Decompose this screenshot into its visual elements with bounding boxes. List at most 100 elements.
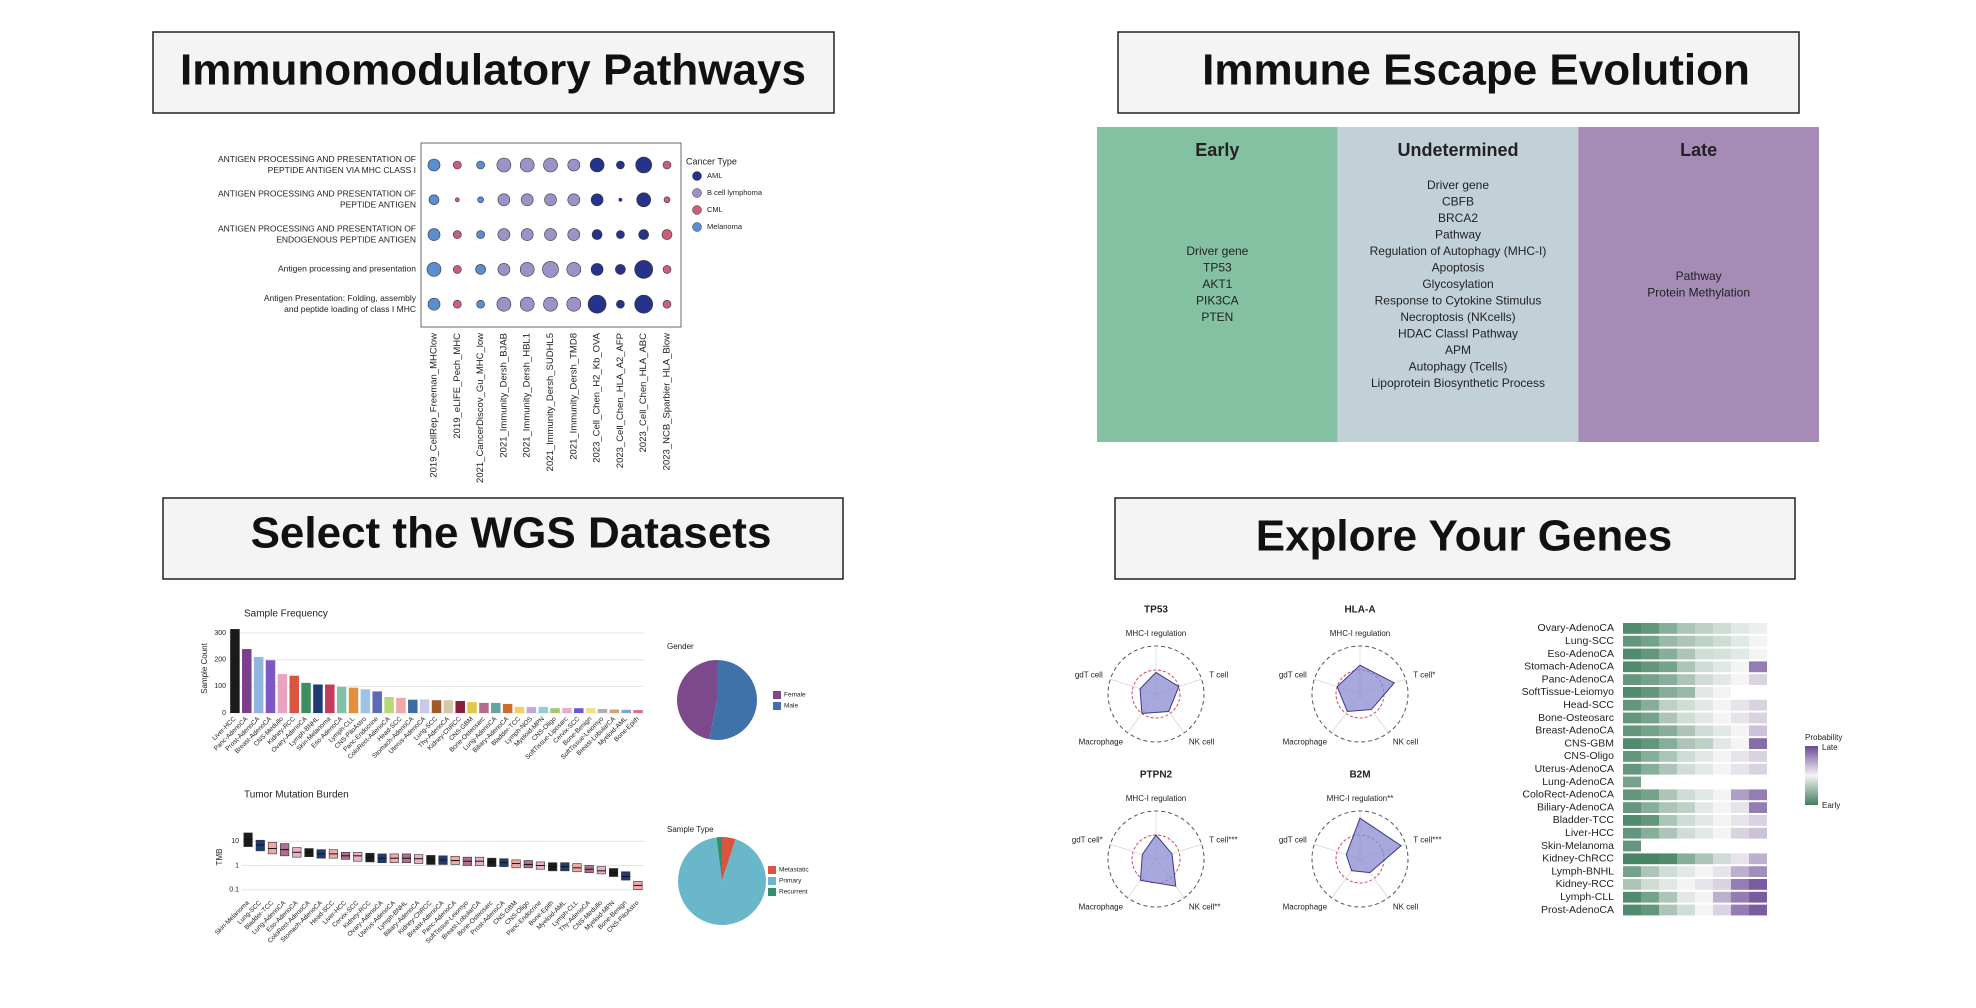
heatmap-cell: [1749, 635, 1767, 647]
bar: [408, 699, 418, 713]
heatmap-cell: [1749, 648, 1767, 660]
column-item: CBFB: [1442, 195, 1474, 209]
dot: [662, 299, 672, 309]
dataset-label: 2023_Cell_Chen_HLA_ABC: [638, 333, 649, 452]
bar: [585, 707, 596, 713]
heatmap-cell: [1659, 827, 1677, 839]
dot: [616, 230, 625, 239]
title-box: [152, 31, 835, 114]
dot: [542, 261, 559, 278]
radar-axis-label: NK cell**: [1189, 903, 1221, 912]
heatmap-cell: [1695, 725, 1713, 737]
chart-title: Tumor Mutation Burden: [244, 790, 349, 801]
radar-area: [1336, 664, 1396, 713]
bar: [265, 660, 276, 713]
heatmap-cell: [1659, 763, 1677, 775]
heatmap-cell: [1677, 712, 1695, 724]
heatmap-cell: [1695, 815, 1713, 826]
radar-axis-label: Macrophage: [1283, 738, 1328, 747]
heatmap-cell: [1677, 738, 1695, 749]
bar: [538, 706, 548, 713]
column-item: Glycosylation: [1422, 277, 1493, 291]
heatmap-cell: [1623, 802, 1641, 813]
heatmap-cell: [1623, 879, 1641, 890]
heatmap-cell: [1659, 738, 1677, 749]
pie-slice: [676, 660, 717, 740]
dot: [662, 160, 672, 170]
panel-title: Immunomodulatory Pathways: [180, 46, 806, 95]
heatmap-cell: [1713, 687, 1731, 698]
radar-axis-label: T cell*: [1413, 671, 1435, 680]
legend-dot: [692, 205, 702, 215]
dataset-label: 2023_NCB_Sparbier_HLA_Blow: [662, 333, 673, 470]
radar-area: [1139, 834, 1177, 887]
heatmap-cell: [1749, 751, 1767, 762]
bar: [230, 629, 240, 713]
heatmap-cell: [1641, 789, 1659, 801]
dot: [616, 160, 625, 170]
evolution-column: [1578, 127, 1819, 442]
pathway-label: and peptide loading of class I MHC: [284, 304, 416, 314]
heatmap-cell: [1695, 635, 1713, 647]
heatmap-cell: [1731, 751, 1749, 762]
heatmap-cell: [1749, 699, 1767, 711]
panel-title: Explore Your Genes: [1256, 512, 1673, 561]
y-tick-label: 300: [214, 630, 226, 637]
column-header: Undetermined: [1397, 140, 1518, 160]
heatmap-cell: [1695, 751, 1713, 762]
heatmap-cell: [1659, 674, 1677, 685]
heatmap-cell: [1623, 904, 1641, 916]
bar: [479, 702, 489, 713]
dot: [662, 265, 672, 274]
bar: [597, 709, 608, 713]
radar-axis-label: MHC-I regulation**: [1327, 794, 1394, 803]
gene-title: PTPN2: [1140, 770, 1173, 781]
heatmap-cell: [1677, 674, 1695, 685]
bar: [384, 697, 394, 713]
column-item: BRCA2: [1438, 211, 1478, 225]
heatmap-cell: [1713, 904, 1731, 916]
heatmap-cell: [1623, 699, 1641, 711]
dot: [452, 265, 462, 274]
radar-axis-label: MHC-I regulation: [1126, 794, 1186, 803]
title-box: [162, 497, 844, 580]
heatmap-cell: [1713, 789, 1731, 801]
column-item: HDAC ClassI Pathway: [1398, 327, 1518, 341]
heatmap-row-label: Liver-HCC: [1565, 827, 1614, 839]
bar: [313, 684, 323, 713]
column-item: APM: [1445, 343, 1471, 357]
heatmap-cell: [1695, 738, 1713, 749]
legend-label: CML: [707, 205, 723, 214]
heatmap-cell: [1713, 648, 1731, 660]
heatmap-cell: [1713, 623, 1731, 634]
bar: [336, 686, 347, 713]
heatmap-row-label: SoftTissue-Leiomyo: [1522, 686, 1615, 698]
legend-title: Cancer Type: [686, 156, 737, 166]
heatmap-cell: [1623, 623, 1641, 634]
dot: [452, 230, 462, 239]
heatmap-cell: [1677, 815, 1695, 826]
radar-axis-label: Macrophage: [1079, 738, 1124, 747]
heatmap-cell: [1659, 789, 1677, 801]
dataset-label: 2019_eLIFE_Pech_MHC: [452, 333, 463, 439]
pathway-label: ENDOGENOUS PEPTIDE ANTIGEN: [276, 234, 416, 244]
column-item: Driver gene: [1427, 178, 1489, 192]
legend-dot: [692, 171, 702, 181]
dot: [475, 264, 486, 275]
dot: [520, 193, 534, 207]
heatmap-cell: [1641, 853, 1659, 865]
box: [621, 871, 631, 881]
radar-axis-label: T cell***: [1209, 836, 1237, 845]
gene-title: B2M: [1349, 770, 1370, 781]
heatmap-cell: [1641, 661, 1659, 673]
heatmap-row-label: CNS-GBM: [1564, 737, 1614, 749]
box: [596, 866, 606, 875]
dot: [426, 262, 442, 277]
heatmap-row-label: Kidney-ChRCC: [1542, 853, 1614, 865]
heatmap-cell: [1659, 853, 1677, 865]
heatmap-cell: [1641, 725, 1659, 737]
legend-label: Primary: [779, 878, 802, 885]
heatmap-cell: [1695, 827, 1713, 839]
heatmap-cell: [1695, 866, 1713, 877]
dataset-label: 2019_CellRep_Freeman_MHClow: [429, 333, 440, 478]
